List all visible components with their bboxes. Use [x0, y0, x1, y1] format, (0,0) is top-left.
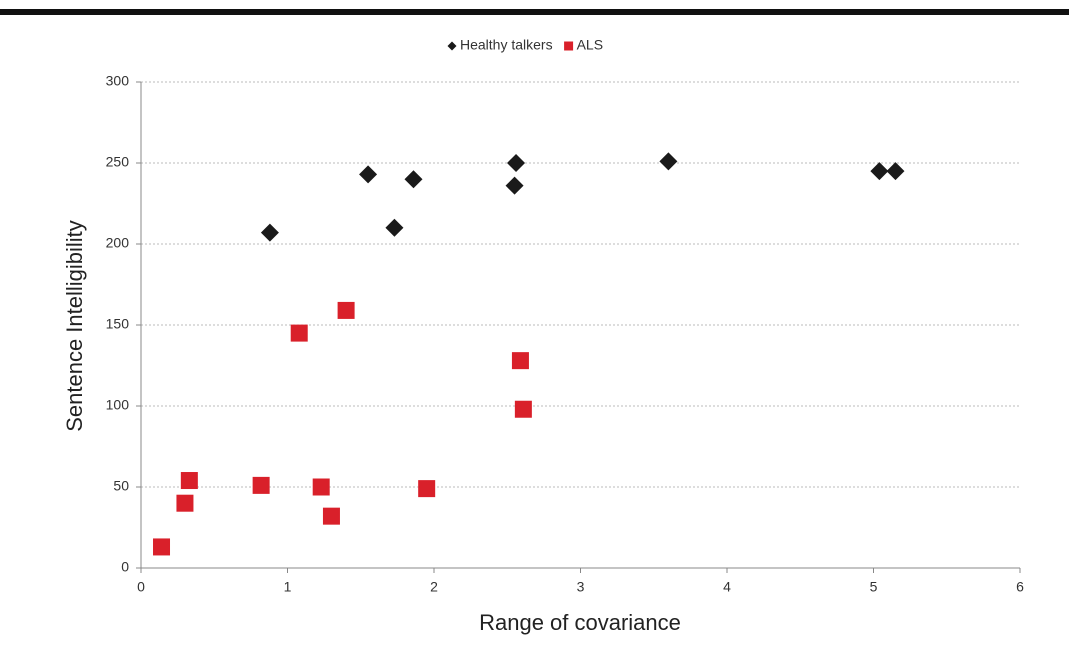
- y-tick-label: 150: [106, 316, 130, 332]
- y-tick-label: 250: [106, 154, 130, 170]
- point: [404, 170, 423, 189]
- point: [507, 154, 526, 172]
- top-rule: [0, 9, 1069, 15]
- legend-label: Healthy talkers: [460, 37, 553, 53]
- legend-marker: [564, 41, 574, 51]
- point: [659, 152, 678, 171]
- y-axis-title: Sentence Intelligibility: [62, 220, 87, 432]
- point: [511, 352, 529, 370]
- point: [870, 162, 889, 181]
- x-tick-label: 0: [137, 579, 145, 595]
- point: [312, 478, 330, 496]
- legend-marker: [447, 41, 457, 51]
- point: [176, 494, 194, 512]
- point: [290, 324, 308, 342]
- x-tick-label: 3: [577, 579, 585, 595]
- point: [359, 165, 378, 184]
- point: [418, 480, 436, 498]
- y-tick-label: 50: [113, 478, 129, 494]
- point: [505, 176, 524, 195]
- point: [514, 400, 532, 418]
- y-tick-label: 200: [106, 235, 130, 251]
- x-axis-title: Range of covariance: [479, 610, 681, 635]
- x-tick-label: 4: [723, 579, 731, 595]
- legend-label: ALS: [577, 37, 603, 53]
- point: [337, 301, 355, 319]
- x-tick-label: 5: [870, 579, 878, 595]
- y-tick-label: 300: [106, 73, 130, 89]
- point: [260, 223, 279, 242]
- point: [153, 538, 171, 556]
- x-tick-label: 1: [284, 579, 292, 595]
- point: [385, 218, 404, 237]
- x-tick-label: 2: [430, 579, 438, 595]
- y-tick-label: 100: [106, 397, 130, 413]
- point: [886, 162, 905, 181]
- point: [252, 476, 270, 494]
- x-tick-label: 6: [1016, 579, 1024, 595]
- point: [180, 472, 198, 490]
- y-tick-label: 0: [121, 559, 129, 575]
- point: [322, 507, 340, 525]
